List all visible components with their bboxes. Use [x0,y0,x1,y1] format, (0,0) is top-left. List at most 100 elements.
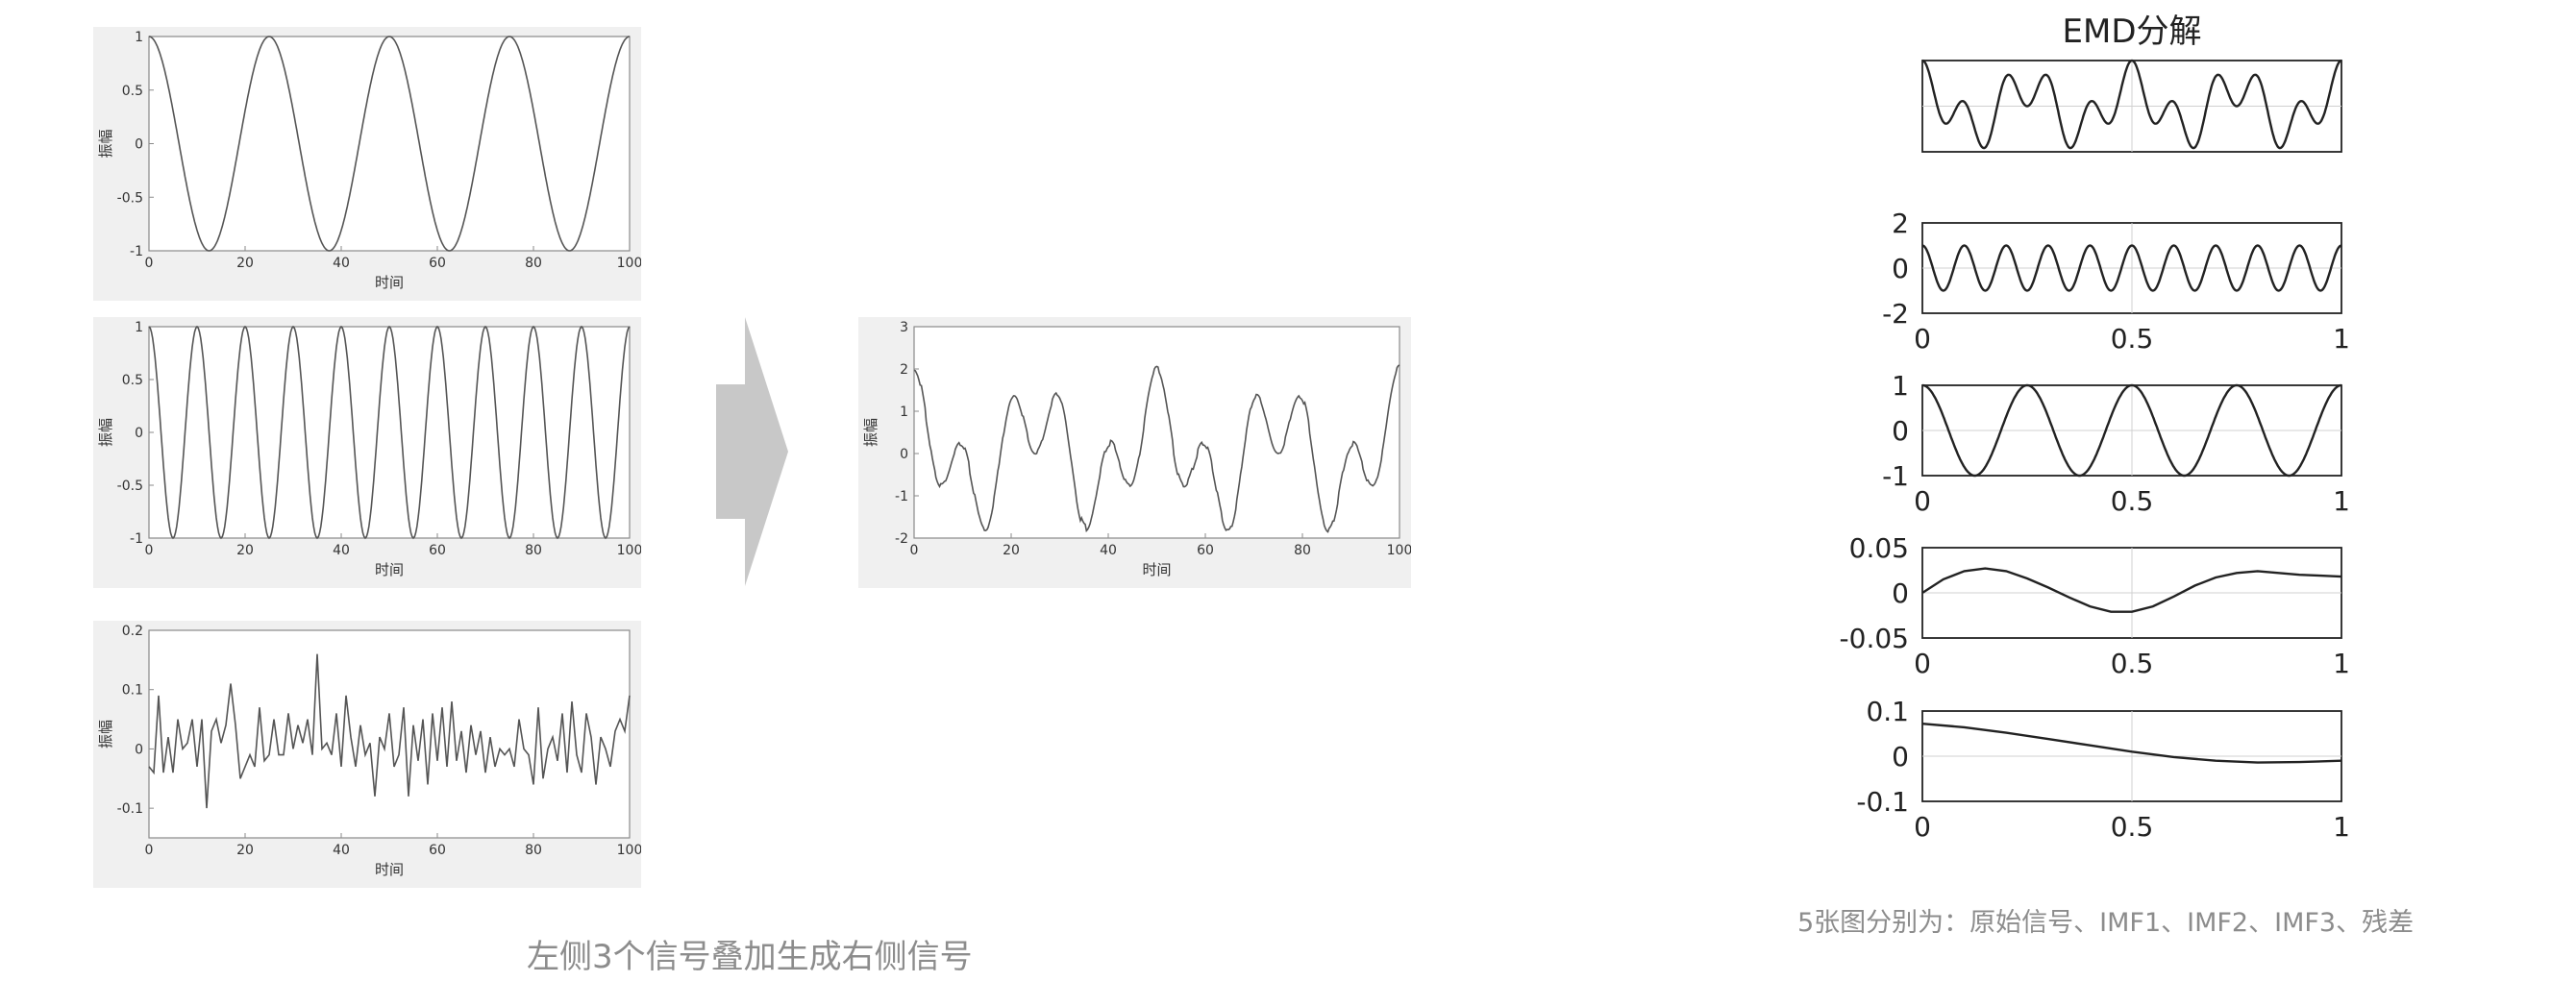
y-tick-label: -0.05 [1840,623,1909,654]
y-axis-label: 振幅 [97,129,114,158]
signal-3-chart: 0 20 40 60 80 100 0.2 0.1 0 -0.1 时间 振幅 [97,624,642,878]
x-tick-label: 100 [617,256,641,271]
emd-component-plot-1: 20-20 0.5 1 [1882,208,2350,355]
plot-area [913,326,1400,539]
series-line [148,325,631,540]
x-tick-label: 1 [2333,648,2350,679]
x-tick-label: 40 [333,543,350,558]
x-tick-label: 20 [1003,543,1020,558]
x-axis-label: 时间 [375,274,404,291]
y-tick-label: -2 [1882,298,1909,330]
y-tick-label: 2 [900,362,908,378]
x-tick-label: 0 [1914,485,1931,517]
plot-area [148,629,631,839]
signal-3-panel: 0 20 40 60 80 100 0.2 0.1 0 -0.1 时间 振幅 [93,621,642,888]
y-axis-label: 振幅 [97,418,114,447]
series-line [148,653,631,809]
series-line [1921,59,2342,150]
plot-area [148,326,631,539]
y-tick-label: -1 [130,531,143,547]
x-tick-label: 0 [145,543,154,558]
x-axis-label: 时间 [375,561,404,578]
y-tick-label: -0.5 [117,479,143,494]
series-line [148,36,631,252]
original-signal-plot [1921,59,2342,153]
x-tick-label: 0.5 [2111,811,2154,843]
y-tick-label: 2 [1892,208,1909,239]
y-tick-label: 0.05 [1849,532,1909,564]
y-tick-label: 0 [1892,741,1909,773]
x-tick-label: 80 [525,543,542,558]
y-tick-label: 0 [135,137,143,153]
x-tick-label: 80 [525,256,542,271]
x-tick-label: 80 [525,843,542,858]
x-tick-label: 80 [1294,543,1311,558]
y-tick-label: 0 [1892,253,1909,284]
caption-right: 5张图分别为：原始信号、IMF1、IMF2、IMF3、残差 [1797,908,2415,938]
y-tick-label: 3 [900,320,908,335]
signal-2-panel: 0 20 40 60 80 100 1 0.5 0 -0.5 -1 时间 振幅 [93,317,642,588]
signal-1-chart: 0 20 40 60 80 100 1 0.5 0 -0.5 -1 时间 振幅 [97,30,642,291]
x-axis-label: 时间 [375,861,404,878]
y-tick-label: -1 [1882,460,1909,492]
x-tick-label: 1 [2333,323,2350,355]
emd-component-plot-3: 0.050-0.050 0.5 1 [1840,532,2350,679]
y-tick-label: -0.1 [1856,786,1909,818]
x-tick-label: 100 [1387,543,1411,558]
x-tick-label: 60 [1197,543,1214,558]
y-tick-label: -1 [130,244,143,259]
x-tick-label: 0 [1914,648,1931,679]
y-tick-label: 0.1 [1866,696,1909,727]
x-tick-label: 0 [910,543,919,558]
right-arrow-icon [716,317,788,586]
combined-signal-panel: 0 20 40 60 80 100 3 2 1 0 -1 -2 时间 振幅 [858,317,1412,588]
emd-component-plot-4: 0.10-0.10 0.5 1 [1856,696,2350,843]
y-tick-label: 0.2 [122,624,143,639]
x-tick-label: 0 [1914,811,1931,843]
x-tick-label: 0.5 [2111,323,2154,355]
x-tick-label: 1 [2333,811,2350,843]
x-tick-label: 0 [1914,323,1931,355]
x-axis-label: 时间 [1142,561,1171,578]
x-tick-label: 60 [429,543,446,558]
y-tick-label: 0 [135,742,143,757]
y-tick-label: -2 [895,531,908,547]
x-tick-label: 20 [236,543,254,558]
x-tick-label: 60 [429,256,446,271]
y-tick-label: 0.5 [122,373,143,388]
y-axis-label: 振幅 [97,720,114,749]
x-tick-label: 100 [617,543,641,558]
series-line [1921,567,2342,613]
y-tick-label: 1 [1892,370,1909,402]
combined-signal-chart: 0 20 40 60 80 100 3 2 1 0 -1 -2 时间 振幅 [862,320,1412,578]
y-axis-label: 振幅 [862,418,879,447]
signal-1-panel: 0 20 40 60 80 100 1 0.5 0 -0.5 -1 时间 振幅 [93,27,642,301]
x-tick-label: 20 [236,256,254,271]
x-tick-label: 40 [1100,543,1117,558]
plot-area [148,36,631,252]
series-line [1921,723,2342,764]
y-tick-label: -0.5 [117,190,143,206]
series-line [1921,244,2342,292]
series-line [1921,383,2342,478]
x-tick-label: 40 [333,256,350,271]
x-tick-label: 1 [2333,485,2350,517]
y-tick-label: -0.1 [117,801,143,817]
y-tick-label: 0.1 [122,683,143,699]
y-tick-label: 0 [1892,577,1909,609]
y-tick-label: 1 [135,320,143,335]
x-tick-label: 0 [145,843,154,858]
caption-bottom: 左侧3个信号叠加生成右侧信号 [527,938,973,976]
chart-title: EMD分解 [2063,12,2202,51]
y-tick-label: -1 [895,489,908,504]
y-tick-label: 1 [900,405,908,420]
emd-component-plot-2: 10-10 0.5 1 [1882,370,2350,517]
y-tick-label: 0 [1892,415,1909,447]
x-tick-label: 0.5 [2111,648,2154,679]
y-tick-label: 0.5 [122,84,143,99]
signal-2-chart: 0 20 40 60 80 100 1 0.5 0 -0.5 -1 时间 振幅 [97,320,642,578]
y-tick-label: 1 [135,30,143,45]
x-tick-label: 60 [429,843,446,858]
x-tick-label: 100 [617,843,641,858]
